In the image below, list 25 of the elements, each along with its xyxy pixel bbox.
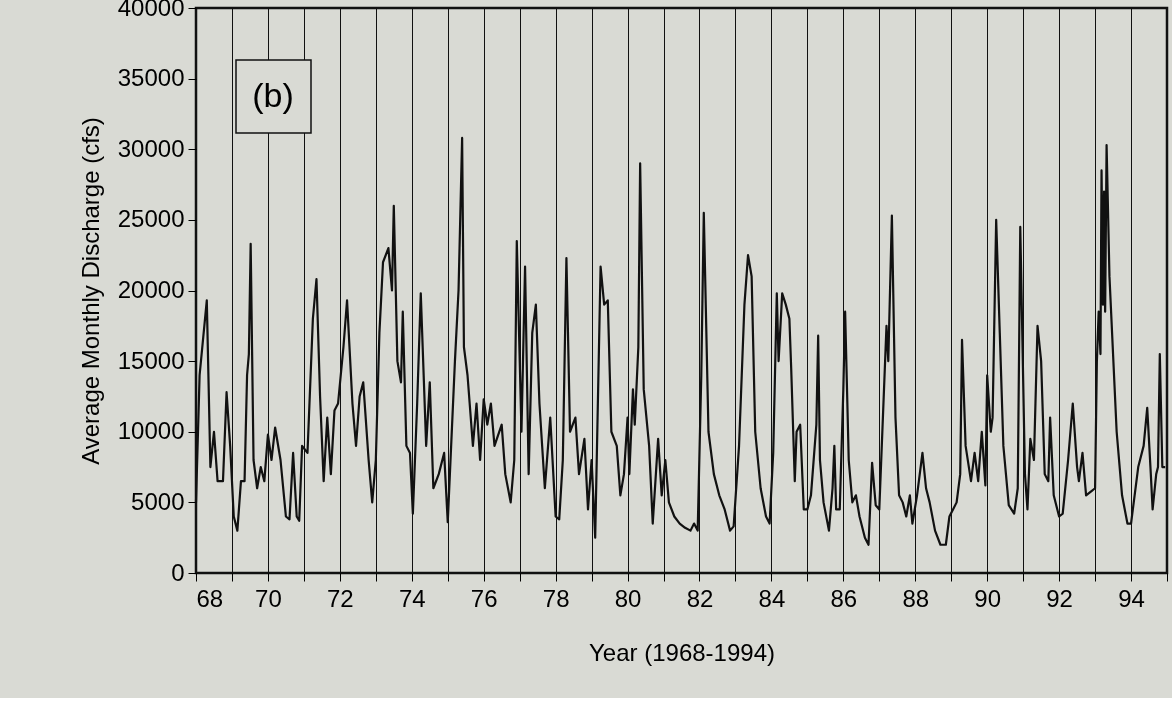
x-tick-label: 92 — [1046, 584, 1073, 612]
x-tick-label: 76 — [470, 584, 498, 612]
x-tick-label: 94 — [1118, 584, 1145, 612]
y-tick-label: 20000 — [117, 276, 185, 303]
x-tick-label: 88 — [902, 584, 930, 612]
y-tick-label: 5000 — [131, 487, 185, 515]
y-tick-label: 10000 — [117, 417, 185, 445]
x-tick-label: 82 — [686, 584, 714, 612]
x-tick-label: 86 — [830, 584, 858, 612]
x-tick-label: 68 — [196, 584, 224, 612]
y-tick-label: 0 — [171, 558, 185, 586]
x-tick-label: 78 — [542, 584, 570, 612]
x-tick-label: 72 — [327, 584, 354, 612]
annotation: (b) — [252, 76, 294, 114]
x-tick-label: 80 — [614, 584, 642, 612]
x-tick-label: 74 — [398, 584, 426, 612]
x-tick-label: 84 — [758, 584, 786, 612]
y-axis-title: Average Monthly Discharge (cfs) — [76, 117, 104, 465]
x-axis-title: Year (1968-1994) — [589, 638, 775, 666]
x-tick-label: 70 — [255, 584, 282, 612]
y-tick-label: 15000 — [117, 346, 185, 374]
x-tick-label: 90 — [974, 584, 1002, 612]
y-tick-label: 30000 — [117, 134, 185, 162]
y-tick-label: 35000 — [117, 64, 185, 92]
y-tick-label: 25000 — [117, 205, 185, 233]
